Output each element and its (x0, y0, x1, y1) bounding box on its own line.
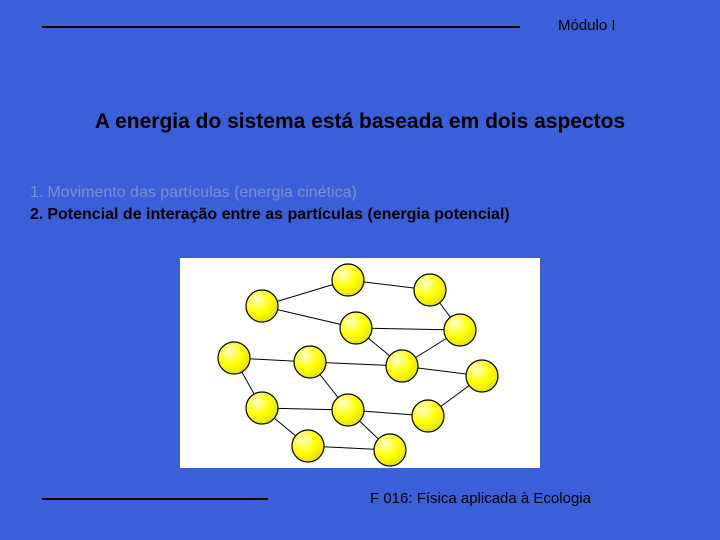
list-item-text: Movimento das partículas (energia cinéti… (47, 182, 356, 204)
diagram-node (444, 314, 476, 346)
diagram-node (466, 360, 498, 392)
diagram-node (292, 430, 324, 462)
body-list: 1. Movimento das partículas (energia cin… (30, 182, 690, 225)
list-item-number: 1. (30, 182, 43, 204)
diagram-node (412, 400, 444, 432)
particle-diagram (180, 258, 540, 468)
diagram-node (246, 392, 278, 424)
list-item: 1. Movimento das partículas (energia cin… (30, 182, 690, 204)
diagram-node (246, 290, 278, 322)
slide: Módulo I A energia do sistema está basea… (0, 0, 720, 540)
diagram-node (374, 434, 406, 466)
footer-rule (42, 498, 268, 500)
list-item: 2. Potencial de interação entre as partí… (30, 204, 690, 226)
header-rule (42, 26, 520, 28)
list-item-number: 2. (30, 204, 43, 226)
footer-label: F 016: Física aplicada à Ecologia (370, 490, 591, 507)
diagram-node (332, 264, 364, 296)
slide-title: A energia do sistema está baseada em doi… (0, 108, 720, 135)
diagram-node (218, 342, 250, 374)
list-item-text: Potencial de interação entre as partícul… (47, 204, 509, 226)
diagram-node (294, 346, 326, 378)
diagram-node (386, 350, 418, 382)
diagram-node (414, 274, 446, 306)
header-label: Módulo I (558, 17, 616, 34)
diagram-node (332, 394, 364, 426)
diagram-node (340, 312, 372, 344)
